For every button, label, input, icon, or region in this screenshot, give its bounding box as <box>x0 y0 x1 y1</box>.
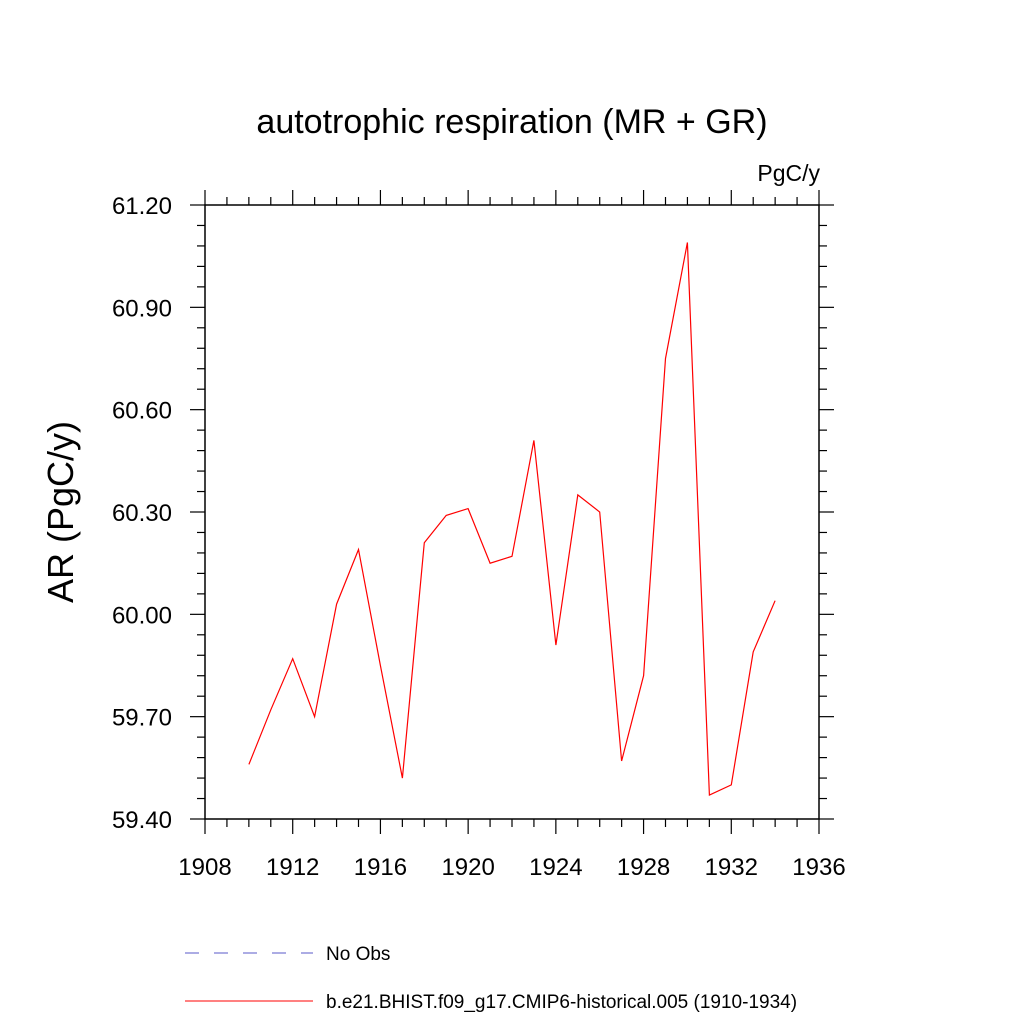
x-tick-label: 1928 <box>617 854 670 881</box>
x-tick-label: 1912 <box>266 854 319 881</box>
axis-ticks: 1908 1912 1916 1920 1924 1928 1932 1936 59.40 59.… <box>112 190 846 881</box>
y-tick-label: 60.00 <box>112 602 172 629</box>
x-tick-label: 1932 <box>705 854 758 881</box>
x-tick-label: 1916 <box>354 854 407 881</box>
x-tick-label: 1936 <box>792 854 845 881</box>
x-tick-label: 1908 <box>178 854 231 881</box>
series-layer <box>248 242 776 797</box>
x-tick-label: 1920 <box>441 854 494 881</box>
series-line <box>248 242 776 797</box>
y-tick-label: 59.70 <box>112 705 172 732</box>
legend-label: b.e21.BHIST.f09_g17.CMIP6-historical.005… <box>326 992 797 1013</box>
y-tick-label: 59.40 <box>112 807 172 834</box>
y-tick-label: 60.60 <box>112 398 172 425</box>
plot-frame <box>204 204 820 820</box>
x-tick-label: 1924 <box>529 854 582 881</box>
y-tick-label: 61.20 <box>112 193 172 220</box>
y-axis-label: AR (PgC/y) <box>40 421 81 603</box>
legend: No Obs b.e21.BHIST.f09_g17.CMIP6-historic… <box>185 944 797 1013</box>
y-tick-label: 60.30 <box>112 500 172 527</box>
units-label: PgC/y <box>757 160 820 186</box>
y-tick-label: 60.90 <box>112 295 172 322</box>
legend-label: No Obs <box>326 944 390 965</box>
chart-title: autotrophic respiration (MR + GR) <box>256 103 767 141</box>
